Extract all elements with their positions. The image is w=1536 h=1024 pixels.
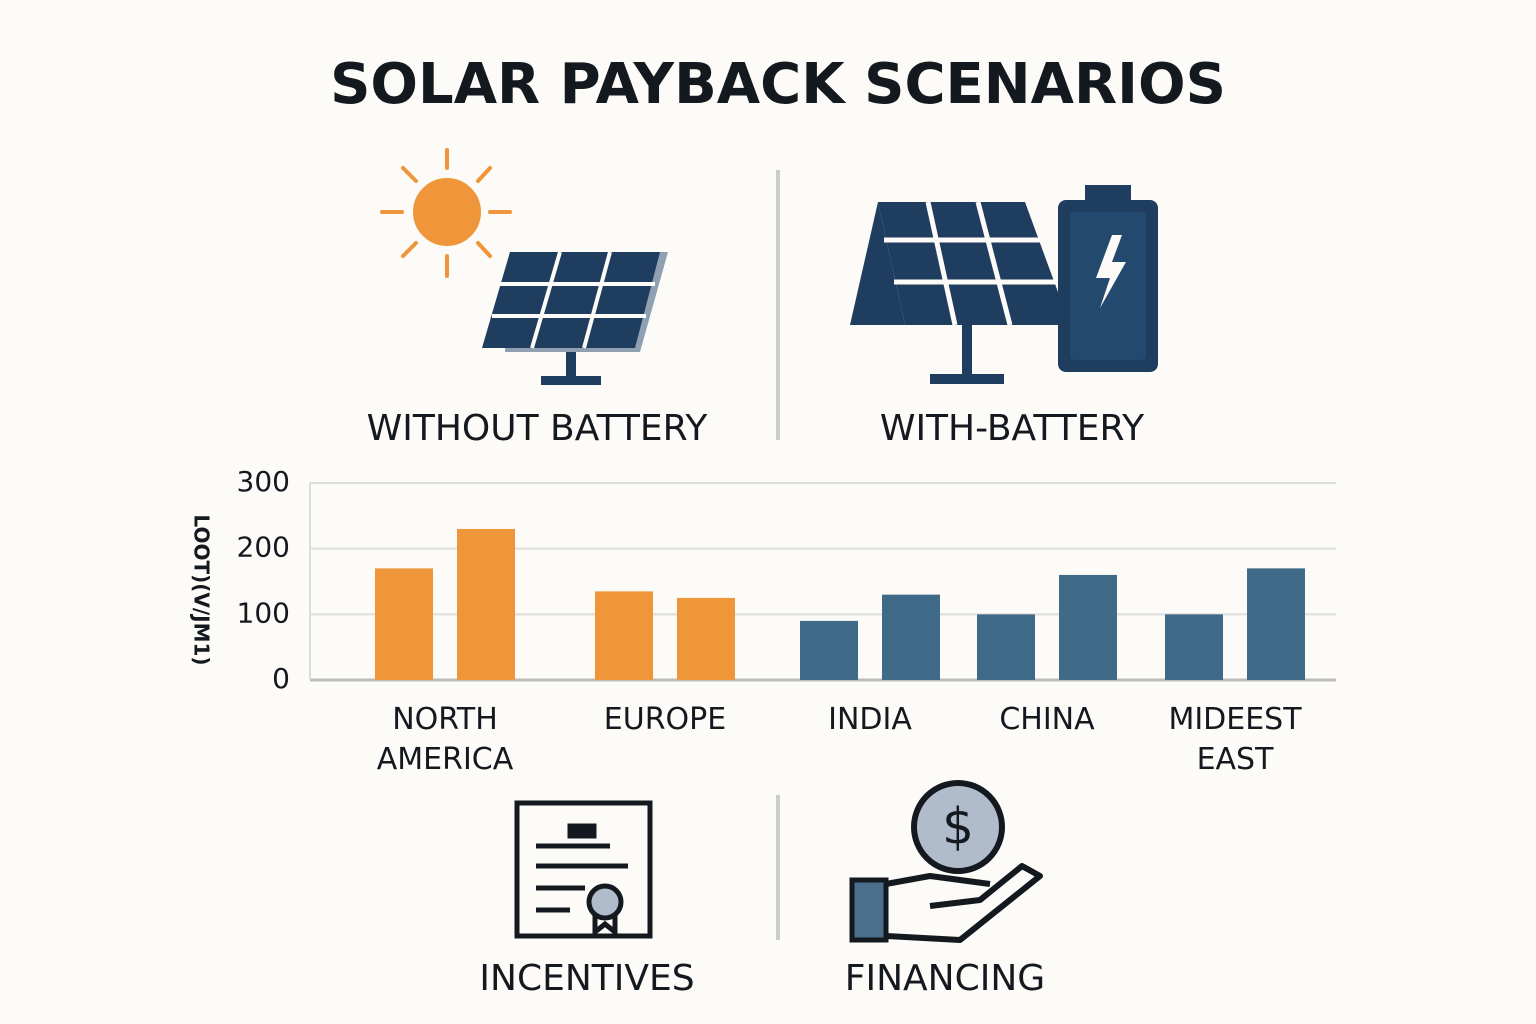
certificate-icon — [514, 800, 653, 939]
bar — [882, 594, 940, 680]
x-tick-label: CHINA — [999, 702, 1095, 737]
financing-icon: $ — [849, 780, 1043, 943]
y-axis-label: LOOT)(V/JM1) — [190, 514, 214, 665]
bar — [800, 620, 858, 680]
panel-label: WITH-BATTERY — [880, 408, 1145, 449]
bar — [375, 568, 433, 680]
bar — [595, 591, 653, 680]
title: SOLAR PAYBACK SCENARIOS — [330, 52, 1226, 117]
x-tick-label: EUROPE — [603, 702, 727, 737]
y-tick-label: 100 — [237, 596, 290, 629]
bar-chart: 0 100 200 300 — [237, 465, 1336, 695]
bar — [457, 528, 515, 680]
bar — [1165, 614, 1223, 680]
sun-icon — [380, 148, 512, 278]
y-tick-label: 0 — [272, 662, 290, 695]
bar — [1247, 568, 1305, 680]
footer-label: FINANCING — [845, 958, 1045, 999]
footer-label: INCENTIVES — [479, 958, 694, 999]
y-tick-label: 200 — [237, 531, 290, 564]
y-tick-label: 300 — [237, 465, 290, 498]
bar — [1059, 574, 1117, 680]
coin-symbol: $ — [942, 798, 974, 856]
solar-panel-icon — [482, 251, 668, 385]
bar — [677, 597, 735, 680]
bar — [977, 614, 1035, 680]
x-tick-label: INDIA — [828, 702, 912, 737]
panel-label: WITHOUT BATTERY — [367, 408, 709, 449]
x-tick-label: NORTH AMERICA — [376, 702, 514, 777]
solar-battery-icon — [850, 185, 1158, 384]
x-tick-label: MIDEEST EAST — [1168, 702, 1302, 777]
